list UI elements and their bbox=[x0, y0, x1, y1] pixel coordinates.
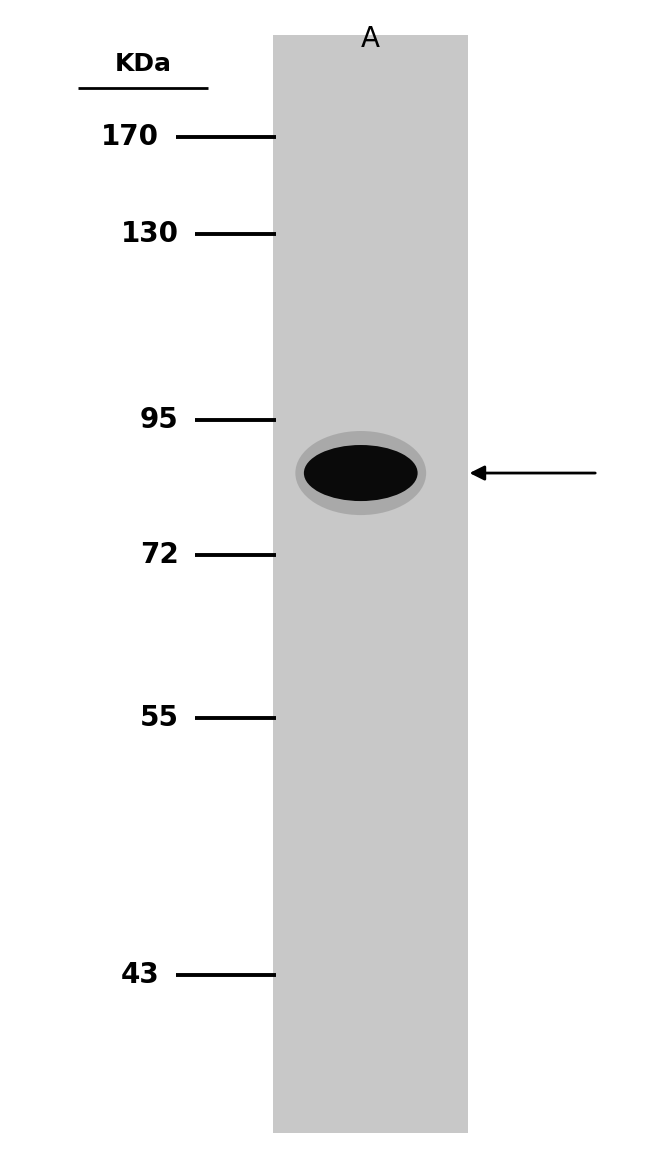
Text: A: A bbox=[361, 25, 380, 53]
Bar bbox=[273, 35, 468, 1133]
Ellipse shape bbox=[304, 445, 418, 501]
Text: 170: 170 bbox=[101, 123, 159, 151]
Text: 55: 55 bbox=[140, 704, 179, 732]
Ellipse shape bbox=[295, 431, 426, 515]
Text: 72: 72 bbox=[140, 541, 179, 569]
Text: 95: 95 bbox=[140, 406, 179, 434]
Text: 43: 43 bbox=[120, 961, 159, 989]
Text: KDa: KDa bbox=[114, 51, 172, 76]
Text: 130: 130 bbox=[121, 220, 179, 248]
